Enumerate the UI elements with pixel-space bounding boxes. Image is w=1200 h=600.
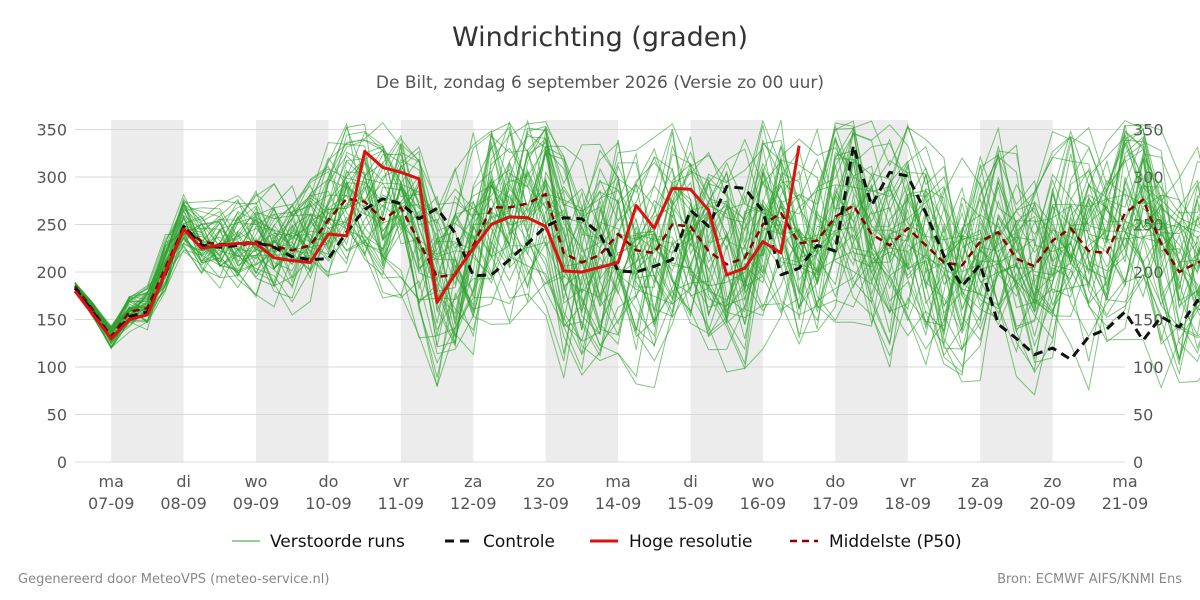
y-tick-label-right: 50 [1133, 406, 1153, 425]
legend: Verstoorde runs Controle Hoge resolutie Mid… [232, 532, 962, 552]
legend-label: Controle [483, 532, 555, 552]
ensemble-member-line [74, 153, 1200, 378]
y-tick-label-left: 300 [36, 168, 67, 187]
x-tick-date: 11-09 [378, 494, 425, 513]
legend-label: Middelste (P50) [829, 532, 962, 552]
ensemble-member-line [74, 125, 1200, 346]
legend-label: Verstoorde runs [270, 532, 405, 552]
x-tick-day: di [176, 472, 191, 491]
legend-label: Hoge resolutie [629, 532, 753, 552]
chart-subtitle: De Bilt, zondag 6 september 2026 (Versie… [375, 73, 825, 93]
x-tick-date: 10-09 [305, 494, 352, 513]
y-tick-label-right: 100 [1133, 358, 1164, 377]
x-tick-day: wo [751, 472, 774, 491]
ensemble-member-line [74, 136, 1200, 371]
x-tick-date: 12-09 [450, 494, 497, 513]
x-tick-day: do [825, 472, 845, 491]
footer-source: Bron: ECMWF AIFS/KNMI Ens [997, 572, 1182, 587]
y-tick-label-left: 150 [36, 311, 67, 330]
x-tick-day: vr [393, 472, 409, 491]
ensemble-member-line [74, 120, 1200, 336]
x-tick-date: 18-09 [885, 494, 932, 513]
chart-title: Windrichting (graden) [451, 22, 749, 53]
x-tick-date: 14-09 [595, 494, 642, 513]
x-tick-day: ma [605, 472, 630, 491]
x-axis: ma 07-09 di 08-09 wo 09-09 do 10-09 vr 11-09 za 12-… [88, 472, 1148, 513]
x-tick-date: 08-09 [160, 494, 207, 513]
y-tick-label-left: 50 [47, 406, 67, 425]
x-tick-day: zo [537, 472, 555, 491]
x-tick-day: wo [245, 472, 268, 491]
x-tick-day: ma [1112, 472, 1137, 491]
x-tick-date: 09-09 [233, 494, 280, 513]
y-tick-label-right: 350 [1133, 121, 1164, 140]
ensemble-member-line [74, 143, 1200, 356]
x-tick-date: 15-09 [667, 494, 714, 513]
ensemble-member-line [74, 130, 1200, 340]
main-series-lines [73, 144, 1200, 361]
ensemble-member-line [74, 152, 1200, 376]
x-tick-date: 17-09 [812, 494, 859, 513]
ensemble-member-line [74, 130, 1200, 340]
y-tick-label-left: 200 [36, 263, 67, 282]
y-tick-label-left: 0 [57, 453, 67, 472]
y-axis-left: 0 50 100 150 200 250 300 350 [36, 121, 67, 473]
series-line-hoge-resolutie [73, 145, 801, 340]
shaded-band [256, 120, 329, 462]
series-line-middelste-p50 [74, 192, 1200, 338]
ensemble-member-line [74, 124, 1200, 387]
x-tick-date: 21-09 [1102, 494, 1149, 513]
x-tick-day: do [318, 472, 338, 491]
x-tick-day: di [683, 472, 698, 491]
x-tick-day: vr [900, 472, 916, 491]
x-tick-date: 19-09 [957, 494, 1004, 513]
y-tick-label-left: 100 [36, 358, 67, 377]
x-tick-day: ma [99, 472, 124, 491]
series-line-controle [73, 144, 1200, 361]
x-tick-date: 07-09 [88, 494, 135, 513]
x-tick-day: zo [1043, 472, 1061, 491]
ensemble-member-line [74, 125, 1200, 331]
x-tick-date: 20-09 [1029, 494, 1076, 513]
y-tick-label-left: 350 [36, 121, 67, 140]
y-tick-label-left: 250 [36, 216, 67, 235]
x-tick-date: 13-09 [522, 494, 569, 513]
ensemble-member-line [74, 124, 1200, 337]
footer-generator: Gegenereerd door MeteoVPS (meteo-service… [18, 572, 330, 587]
x-tick-day: za [971, 472, 989, 491]
y-tick-label-right: 0 [1133, 453, 1143, 472]
ensemble-member-line [74, 119, 1200, 355]
x-tick-date: 16-09 [740, 494, 787, 513]
x-tick-day: za [464, 472, 482, 491]
